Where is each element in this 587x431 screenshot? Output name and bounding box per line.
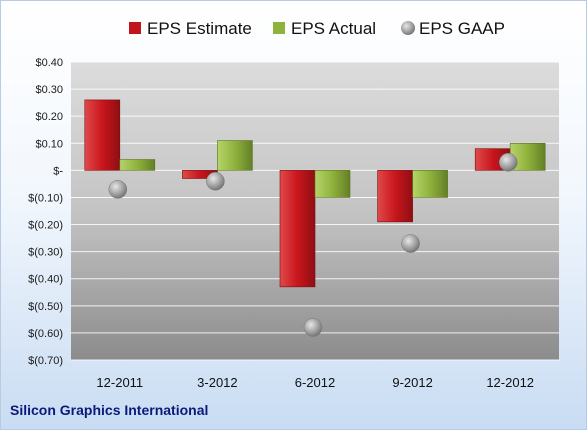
marker-eps-gaap (401, 234, 420, 253)
marker-eps-gaap (108, 180, 128, 199)
y-tick-label: $(0.40) (28, 274, 63, 286)
bar-eps-estimate (279, 170, 316, 288)
y-tick-label: $(0.10) (28, 192, 63, 204)
company-name: Silicon Graphics International (10, 402, 209, 418)
x-tick-label: 12-2012 (486, 375, 534, 390)
marker-eps-gaap (303, 318, 323, 337)
bar-eps-actual (314, 170, 351, 198)
y-tick-label: $(0.60) (28, 328, 63, 340)
y-tick-label: $0.10 (35, 138, 63, 150)
bar-eps-actual (412, 170, 448, 198)
y-tick-label: $0.40 (35, 57, 63, 69)
marker-eps-gaap (206, 171, 225, 191)
y-tick-label: $0.30 (35, 84, 63, 96)
y-tick-label: $- (53, 165, 63, 177)
legend-label: EPS Actual (291, 19, 376, 38)
y-tick-label: $(0.20) (28, 220, 63, 232)
bar-eps-actual (217, 140, 253, 171)
y-tick-label: $(0.70) (28, 355, 63, 367)
y-tick-label: $(0.30) (28, 247, 63, 259)
y-tick-label: $0.20 (35, 111, 63, 123)
x-tick-label: 9-2012 (392, 375, 432, 390)
legend-swatch (129, 22, 141, 34)
x-tick-label: 6-2012 (295, 375, 335, 390)
bar-eps-estimate (377, 170, 413, 223)
x-tick-label: 12-2011 (96, 375, 143, 390)
bar-eps-actual (119, 159, 156, 171)
legend-swatch (273, 22, 285, 34)
x-tick-label: 3-2012 (197, 375, 237, 390)
bar-eps-estimate (84, 99, 121, 171)
y-tick-label: $(0.50) (28, 301, 63, 313)
legend-swatch (401, 21, 415, 35)
marker-eps-gaap (498, 152, 518, 172)
legend-label: EPS GAAP (419, 19, 505, 38)
legend-label: EPS Estimate (147, 19, 252, 38)
